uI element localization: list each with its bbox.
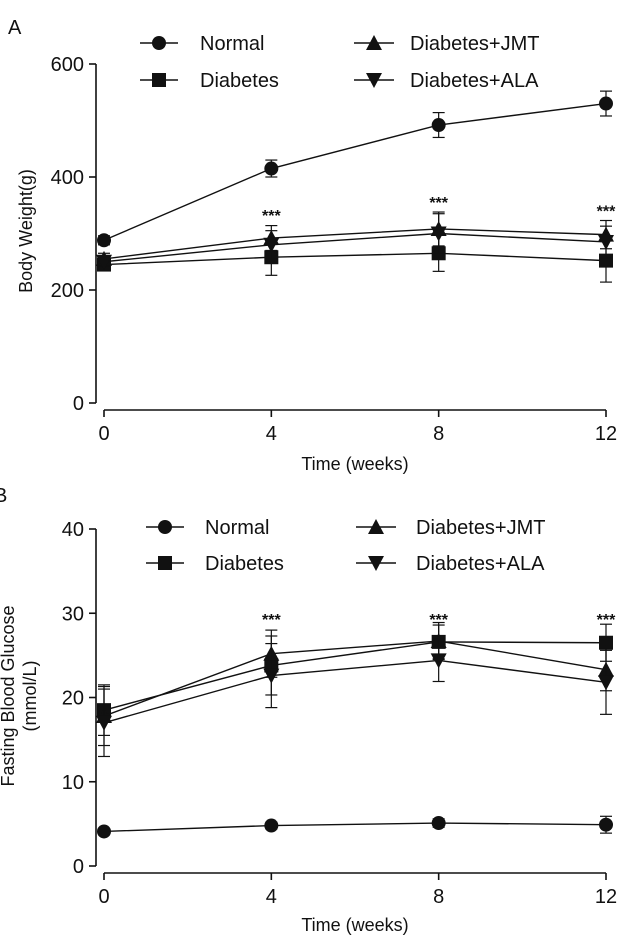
panel-b-series-diabetes-jmt-line — [103, 640, 607, 717]
panel-b-plot: 0 10 20 30 40 0 4 8 12 *** *** *** — [62, 519, 617, 908]
legend-item-jmt-a: Diabetes+JMT — [354, 33, 540, 55]
panel-a-y-tick-label: 0 — [73, 393, 84, 415]
legend-item-ala-b: Diabetes+ALA — [356, 553, 545, 575]
panel-a-series-diabetes-ala-point — [96, 254, 112, 270]
panel-b-y-tick-label: 20 — [62, 688, 84, 710]
panel-b-y-tick-label: 30 — [62, 603, 84, 625]
panel-b-series-normal-line — [103, 822, 607, 833]
panel-a-series-normal-point — [431, 118, 446, 133]
panel-b-significance-label: *** — [597, 612, 616, 629]
panel-a-x-tick-label: 0 — [98, 423, 109, 445]
panel-b-series-diabetes-jmt — [96, 621, 614, 747]
panel-a-x-tick-label: 12 — [595, 423, 617, 445]
panel-b-series-normal-point — [599, 817, 613, 832]
panel-a-series-diabetes-point — [599, 253, 613, 268]
panel-a-significance-label: *** — [429, 195, 448, 212]
panel-a-x-tick-label: 4 — [266, 423, 277, 445]
panel-b-series-diabetes — [97, 623, 613, 737]
panel-b-x-tick-label: 0 — [98, 886, 109, 908]
panel-a-series-diabetes-jmt-line — [103, 228, 607, 260]
panel-b-series-diabetes-point — [599, 635, 613, 650]
panel-a-y-tick-label: 600 — [51, 54, 84, 76]
panel-b-series-diabetes-ala-line — [103, 659, 607, 724]
panel-label-a: A — [8, 17, 22, 39]
panel-b-y-tick-label: 0 — [73, 856, 84, 878]
panel-b-y-axis-title-line-2: (mmol/L) — [20, 661, 40, 732]
panel-a-series-diabetes-ala-line — [103, 232, 607, 263]
legend-label: Normal — [205, 517, 269, 539]
panel-a: A Normal Diabetes Diabetes+JMT Diabetes+… — [8, 17, 617, 474]
panel-a-series-diabetes-ala-point — [598, 234, 614, 250]
legend-item-normal-b: Normal — [146, 517, 269, 539]
legend-item-diabetes-b: Diabetes — [146, 553, 284, 575]
legend-label: Normal — [200, 33, 264, 55]
panel-b-x-tick-label: 4 — [266, 886, 277, 908]
panel-b-y-tick-label: 10 — [62, 772, 84, 794]
panel-a-series-normal — [97, 90, 613, 248]
panel-a-y-tick-label: 400 — [51, 167, 84, 189]
panel-a-y-axis-title: Body Weight(g) — [16, 169, 36, 293]
panel-a-series-diabetes — [97, 234, 613, 283]
panel-b-significance-label: *** — [429, 612, 448, 629]
panel-b-y-tick-label: 40 — [62, 519, 84, 541]
panel-a-series-diabetes-ala — [96, 213, 614, 270]
panel-a-series-normal-point — [264, 161, 279, 176]
panel-a-legend: Normal Diabetes Diabetes+JMT Diabetes+AL… — [140, 33, 540, 92]
panel-a-x-axis-title: Time (weeks) — [301, 454, 408, 474]
legend-label: Diabetes+JMT — [416, 517, 546, 539]
panel-a-plot: 0 200 400 600 0 4 8 12 *** *** *** — [51, 54, 618, 445]
panel-b-legend: Normal Diabetes Diabetes+JMT Diabetes+AL… — [146, 517, 546, 575]
panel-b-x-axis-title: Time (weeks) — [301, 915, 408, 935]
panel-a-series-normal-point — [599, 96, 613, 111]
panel-b-series-diabetes-ala-point — [263, 668, 280, 684]
panel-b-series-normal-point — [431, 816, 446, 831]
legend-item-normal-a: Normal — [140, 33, 264, 55]
panel-a-significance-label: *** — [262, 208, 281, 225]
legend-item-diabetes-a: Diabetes — [140, 70, 279, 92]
legend-label: Diabetes+ALA — [416, 553, 545, 575]
panel-b-series-diabetes-ala-point — [430, 653, 447, 669]
panel-b-y-axis-title: Fasting Blood Glucose (mmol/L) — [0, 605, 40, 786]
legend-label: Diabetes — [205, 553, 284, 575]
panel-b-series-normal-point — [97, 824, 111, 839]
panel-a-series-normal-line — [103, 102, 607, 241]
legend-label: Diabetes — [200, 70, 279, 92]
legend-item-ala-a: Diabetes+ALA — [354, 70, 539, 92]
panel-b-series-normal-point — [264, 818, 279, 833]
panel-a-series-diabetes-line — [103, 252, 607, 266]
panel-label-b: B — [0, 485, 7, 507]
panel-b-series-normal — [97, 815, 613, 839]
panel-b-y-axis-title-line-1: Fasting Blood Glucose — [0, 605, 18, 786]
legend-label: Diabetes+ALA — [410, 70, 539, 92]
panel-a-series-diabetes-ala-point — [430, 226, 447, 242]
panel-a-x-tick-label: 8 — [433, 423, 444, 445]
panel-b-x-tick-label: 8 — [433, 886, 444, 908]
legend-item-jmt-b: Diabetes+JMT — [356, 517, 546, 539]
panel-b-series-diabetes-ala-point — [96, 715, 112, 731]
panel-a-series-normal-point — [97, 233, 111, 248]
legend-label: Diabetes+JMT — [410, 33, 540, 55]
panel-b-series-diabetes-ala — [96, 638, 614, 758]
panel-a-y-tick-label: 200 — [51, 280, 84, 302]
panel-b-series-diabetes-ala-point — [598, 675, 614, 691]
panel-b-series-diabetes-line — [103, 641, 607, 711]
panel-a-series-diabetes-ala-point — [263, 237, 280, 253]
panel-b-x-tick-label: 12 — [595, 886, 617, 908]
panel-a-significance-label: *** — [597, 204, 616, 221]
panel-b: B Normal Diabetes Diabetes+JMT Diabetes+… — [0, 485, 617, 935]
panel-b-significance-label: *** — [262, 612, 281, 629]
